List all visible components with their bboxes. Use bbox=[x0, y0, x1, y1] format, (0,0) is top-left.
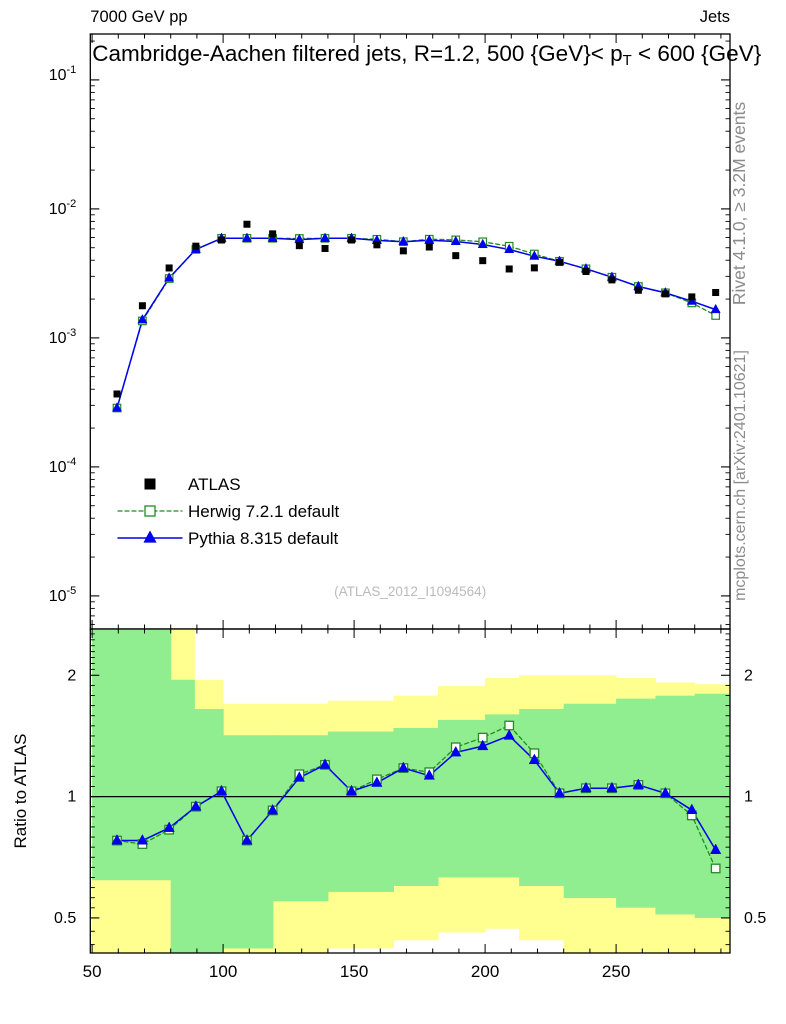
svg-text:Cambridge-Aachen filtered jets: Cambridge-Aachen filtered jets, R=1.2, 5… bbox=[92, 41, 761, 69]
svg-text:200: 200 bbox=[471, 962, 499, 981]
svg-text:2: 2 bbox=[67, 667, 76, 684]
svg-text:0.5: 0.5 bbox=[744, 910, 766, 927]
svg-text:(ATLAS_2012_I1094564): (ATLAS_2012_I1094564) bbox=[334, 584, 486, 599]
svg-text:mcplots.cern.ch [arXiv:2401.10: mcplots.cern.ch [arXiv:2401.10621] bbox=[732, 350, 749, 601]
svg-text:0.5: 0.5 bbox=[54, 910, 76, 927]
svg-text:1: 1 bbox=[67, 789, 76, 806]
svg-text:150: 150 bbox=[340, 962, 368, 981]
svg-text:1: 1 bbox=[744, 789, 753, 806]
svg-text:Herwig 7.2.1 default: Herwig 7.2.1 default bbox=[188, 502, 339, 521]
svg-text:100: 100 bbox=[209, 962, 237, 981]
svg-text:250: 250 bbox=[602, 962, 630, 981]
svg-text:Rivet 4.1.0, ≥ 3.2M events: Rivet 4.1.0, ≥ 3.2M events bbox=[729, 102, 749, 305]
svg-text:Pythia 8.315 default: Pythia 8.315 default bbox=[188, 529, 339, 548]
svg-text:50: 50 bbox=[83, 962, 102, 981]
svg-text:Ratio to ATLAS: Ratio to ATLAS bbox=[11, 734, 30, 849]
svg-text:ATLAS: ATLAS bbox=[188, 475, 241, 494]
svg-text:2: 2 bbox=[744, 667, 753, 684]
svg-text:Jets: Jets bbox=[700, 8, 730, 26]
svg-text:7000 GeV pp: 7000 GeV pp bbox=[90, 8, 187, 26]
